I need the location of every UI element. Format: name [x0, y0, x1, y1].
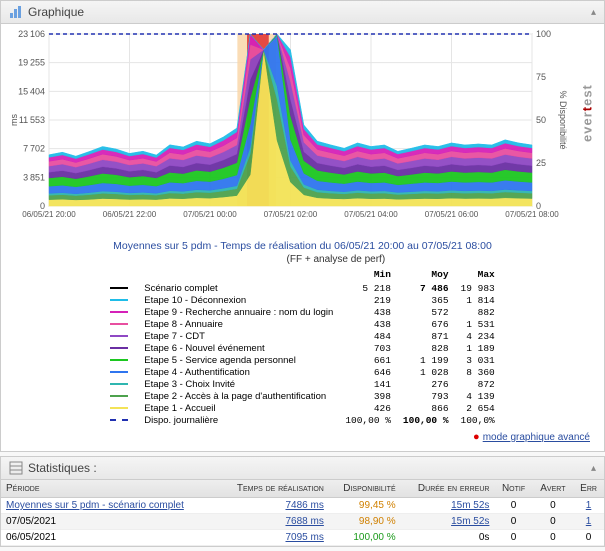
legend-row: Etape 3 - Choix Invité141276872 [104, 379, 501, 391]
svg-text:50: 50 [536, 115, 546, 125]
svg-text:25: 25 [536, 158, 546, 168]
svg-text:07/05/21 04:00: 07/05/21 04:00 [344, 210, 398, 219]
stats-col-header: Notif [494, 480, 532, 498]
svg-text:75: 75 [536, 72, 546, 82]
stats-row: 06/05/20217095 ms100,00 %0s000 [1, 530, 604, 546]
svg-text:07/05/21 06:00: 07/05/21 06:00 [425, 210, 479, 219]
dispo-cell: 98,90 % [329, 514, 401, 530]
stats-col-header: Err [573, 480, 604, 498]
stats-header: Statistiques : ▴ [1, 457, 604, 480]
stats-icon [9, 461, 23, 475]
temps-cell[interactable]: 7486 ms [217, 498, 329, 514]
legend-row: Dispo. journalière100,00 %100,00 %100,0% [104, 415, 501, 427]
notif-cell: 0 [494, 530, 532, 546]
chart-area: 03 8517 70211 55315 40419 25523 106ms025… [1, 24, 604, 451]
legend: MinMoyMaxScénario complet5 2187 48619 98… [7, 269, 598, 427]
mode-graphique-link[interactable]: mode graphique avancé [483, 432, 590, 443]
dispo-cell: 99,45 % [329, 498, 401, 514]
collapse-icon[interactable]: ▴ [591, 7, 596, 18]
svg-text:07/05/21 02:00: 07/05/21 02:00 [264, 210, 318, 219]
stats-col-header: Disponibilité [329, 480, 401, 498]
legend-row: Etape 10 - Déconnexion2193651 814 [104, 295, 501, 307]
legend-row: Etape 7 - CDT4848714 234 [104, 331, 501, 343]
svg-text:19 255: 19 255 [18, 58, 45, 68]
legend-row: Etape 2 - Accès à la page d'authentifica… [104, 391, 501, 403]
periode-cell: 07/05/2021 [1, 514, 217, 530]
svg-text:100: 100 [536, 29, 551, 39]
temps-cell[interactable]: 7688 ms [217, 514, 329, 530]
legend-row: Etape 6 - Nouvel événement7038281 189 [104, 343, 501, 355]
legend-label: Etape 6 - Nouvel événement [138, 343, 339, 355]
notif-cell: 0 [494, 514, 532, 530]
svg-text:7 702: 7 702 [23, 144, 45, 154]
err-cell: 0 [573, 530, 604, 546]
mode-link-row: ●mode graphique avancé [7, 427, 598, 447]
svg-text:23 106: 23 106 [18, 29, 45, 39]
stats-col-header: Période [1, 480, 217, 498]
svg-text:07/05/21 00:00: 07/05/21 00:00 [183, 210, 237, 219]
err-cell[interactable]: 1 [573, 514, 604, 530]
legend-label: Etape 8 - Annuaire [138, 319, 339, 331]
legend-label: Dispo. journalière [138, 415, 339, 427]
chart-subtitle2: (FF + analyse de perf) [7, 254, 598, 265]
legend-row: Etape 4 - Authentification6461 0288 360 [104, 367, 501, 379]
legend-row: Scénario complet5 2187 48619 983 [104, 283, 501, 295]
legend-label: Etape 9 - Recherche annuaire : nom du lo… [138, 307, 339, 319]
legend-row: Etape 5 - Service agenda personnel6611 1… [104, 355, 501, 367]
periode-cell[interactable]: Moyennes sur 5 pdm - scénario complet [1, 498, 217, 514]
stats-row: Moyennes sur 5 pdm - scénario complet748… [1, 498, 604, 514]
legend-label: Etape 4 - Authentification [138, 367, 339, 379]
stats-title: Statistiques : [28, 461, 97, 475]
legend-label: Etape 7 - CDT [138, 331, 339, 343]
chart-subtitle: Moyennes sur 5 pdm - Temps de réalisatio… [7, 240, 598, 252]
legend-row: Etape 9 - Recherche annuaire : nom du lo… [104, 307, 501, 319]
legend-label: Etape 3 - Choix Invité [138, 379, 339, 391]
svg-text:06/05/21 20:00: 06/05/21 20:00 [22, 210, 76, 219]
svg-text:11 553: 11 553 [19, 115, 45, 125]
dispo-cell: 100,00 % [329, 530, 401, 546]
duree-cell[interactable]: 15m 52s [401, 498, 495, 514]
graphique-title: Graphique [28, 5, 84, 19]
avert-cell: 0 [533, 498, 574, 514]
notif-cell: 0 [494, 498, 532, 514]
svg-text:ms: ms [9, 114, 19, 126]
graphique-panel: Graphique ▴ 03 8517 70211 55315 40419 25… [0, 0, 605, 452]
legend-label: Scénario complet [138, 283, 339, 295]
stats-panel: Statistiques : ▴ PériodeTemps de réalisa… [0, 456, 605, 547]
chart-icon [9, 5, 23, 19]
err-cell[interactable]: 1 [573, 498, 604, 514]
duree-cell: 0s [401, 530, 495, 546]
legend-label: Etape 1 - Accueil [138, 403, 339, 415]
svg-text:06/05/21 22:00: 06/05/21 22:00 [103, 210, 157, 219]
duree-cell[interactable]: 15m 52s [401, 514, 495, 530]
stacked-area-chart: 03 8517 70211 55315 40419 25523 106ms025… [7, 28, 582, 233]
avert-cell: 0 [533, 514, 574, 530]
temps-cell[interactable]: 7095 ms [217, 530, 329, 546]
legend-row: Etape 1 - Accueil4268662 654 [104, 403, 501, 415]
svg-text:3 851: 3 851 [23, 172, 45, 182]
svg-text:07/05/21 08:00: 07/05/21 08:00 [505, 210, 559, 219]
svg-text:% Disponibilité: % Disponibilité [558, 90, 568, 149]
legend-label: Etape 2 - Accès à la page d'authentifica… [138, 391, 339, 403]
collapse-icon[interactable]: ▴ [591, 463, 596, 474]
legend-row: Etape 8 - Annuaire4386761 531 [104, 319, 501, 331]
bullet-icon: ● [473, 431, 480, 443]
svg-text:15 404: 15 404 [18, 86, 45, 96]
legend-label: Etape 5 - Service agenda personnel [138, 355, 339, 367]
legend-label: Etape 10 - Déconnexion [138, 295, 339, 307]
stats-col-header: Durée en erreur [401, 480, 495, 498]
stats-row: 07/05/20217688 ms98,90 %15m 52s001 [1, 514, 604, 530]
stats-table: PériodeTemps de réalisationDisponibilité… [1, 480, 604, 546]
periode-cell: 06/05/2021 [1, 530, 217, 546]
graphique-header: Graphique ▴ [1, 1, 604, 24]
brand-logo: evertest [578, 30, 596, 196]
avert-cell: 0 [533, 530, 574, 546]
stats-col-header: Avert [533, 480, 574, 498]
stats-col-header: Temps de réalisation [217, 480, 329, 498]
